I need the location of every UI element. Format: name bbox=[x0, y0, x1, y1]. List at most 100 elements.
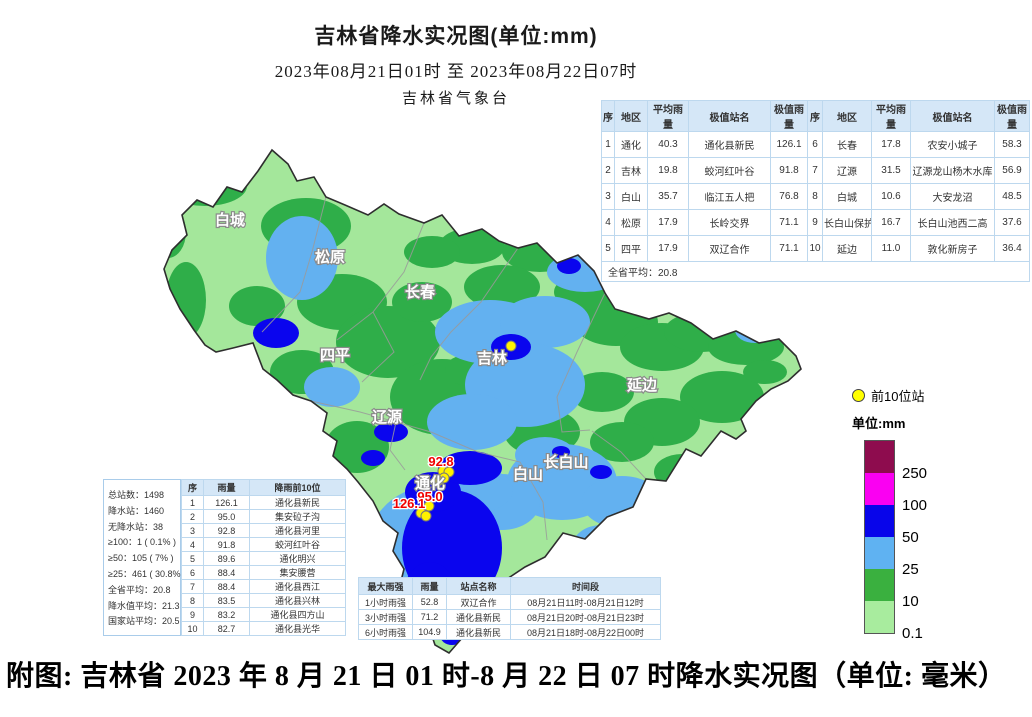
table-cell: 通化县新民 bbox=[446, 609, 511, 625]
table-cell: 白山 bbox=[614, 183, 648, 210]
table-cell: 71.1 bbox=[770, 209, 808, 236]
table-cell: 37.6 bbox=[994, 209, 1030, 236]
table-cell: 通化 bbox=[614, 131, 648, 158]
table-cell: 通化县新民 bbox=[249, 495, 346, 510]
table-cell: 17.8 bbox=[871, 131, 911, 158]
table-cell: 通化县四方山 bbox=[249, 607, 346, 622]
table-cell: 71.1 bbox=[770, 235, 808, 262]
stat-line: 全省平均：20.8 bbox=[108, 584, 171, 595]
table-cell: 11.0 bbox=[871, 235, 911, 262]
legend-threshold-label: 0.1 bbox=[902, 625, 923, 642]
table-cell: 89.6 bbox=[203, 551, 250, 566]
top10-station-dot bbox=[420, 510, 432, 522]
legend-color-swatch bbox=[865, 473, 894, 505]
station-stats-panel: 总站数：1498 降水站：1460 无降水站：38 ≥100：1 ( 0.1% ) ≥5… bbox=[103, 479, 186, 636]
precipitation-patches bbox=[164, 166, 787, 645]
map-label-jilin-city: 吉林 bbox=[477, 349, 508, 367]
table-cell: 36.4 bbox=[994, 235, 1030, 262]
table-cell: 5 bbox=[601, 235, 615, 262]
legend-segment: 0.1 bbox=[865, 601, 923, 642]
stat-line: ≥50：105 ( 7% ) bbox=[108, 553, 174, 564]
column-header: 序 bbox=[181, 479, 204, 496]
table-cell: 长白山保护区 bbox=[822, 209, 872, 236]
column-header: 站点名称 bbox=[446, 577, 511, 595]
table-cell: 35.7 bbox=[647, 183, 689, 210]
table-cell: 2 bbox=[601, 157, 615, 184]
table-cell: 通化县西江 bbox=[249, 579, 346, 594]
bottom-left-panel: 总站数：1498 降水站：1460 无降水站：38 ≥100：1 ( 0.1% ) ≥5… bbox=[103, 479, 346, 636]
table-row: 4 松原 17.9 长岭交界 71.1 9 长白山保护区 16.7 长白山池西二… bbox=[601, 209, 1030, 236]
legend-threshold-label: 50 bbox=[902, 529, 919, 546]
table-cell: 通化县光华 bbox=[249, 621, 346, 636]
table-cell: 88.4 bbox=[203, 565, 250, 580]
figure-caption: 附图: 吉林省 2023 年 8 月 21 日 01 时-8 月 22 日 07… bbox=[6, 661, 1007, 692]
map-label-yanbian: 延边 bbox=[626, 376, 658, 394]
table-cell: 敦化新房子 bbox=[910, 235, 995, 262]
max-intensity-table: 最大雨强 雨量 站点名称 时间段 1小时雨强 52.8 双辽合作 08月21日11时-… bbox=[358, 577, 661, 640]
precipitation-map: 白城 松原 长春 四平 吉林 辽源 延边 通化 白山 长白山 92.8 95.0… bbox=[163, 148, 802, 655]
table-cell: 91.8 bbox=[203, 537, 250, 552]
table-row: 9 83.2 通化县四方山 bbox=[181, 607, 346, 622]
table-header-row: 序地区 平均雨量 极值站名 极值雨量序地区 平均雨量 极值站名 极值雨量 bbox=[601, 100, 1030, 132]
inner-borders bbox=[261, 196, 647, 541]
map-label-baishan: 白山 bbox=[513, 465, 543, 483]
table-cell: 3小时雨强 bbox=[358, 609, 413, 625]
top10-station-dots bbox=[415, 340, 517, 522]
table-cell: 农安小城子 bbox=[910, 131, 995, 158]
table-cell: 56.9 bbox=[994, 157, 1030, 184]
table-row: 3 92.8 通化县河里 bbox=[181, 523, 346, 538]
column-header: 极值雨量 bbox=[770, 100, 808, 132]
table-cell: 91.8 bbox=[770, 157, 808, 184]
table-cell: 4 bbox=[181, 537, 204, 552]
column-header: 最大雨强 bbox=[358, 577, 413, 595]
column-header: 地区 bbox=[614, 100, 648, 132]
map-label-tonghua: 通化 bbox=[415, 474, 445, 492]
table-cell: 10 bbox=[807, 235, 823, 262]
legend-color-swatch bbox=[865, 441, 894, 473]
legend-segment: 25 bbox=[865, 537, 919, 578]
column-header: 序 bbox=[807, 100, 823, 132]
legend-color-swatch bbox=[865, 601, 894, 633]
table-cell: 17.9 bbox=[647, 209, 689, 236]
table-cell: 8 bbox=[807, 183, 823, 210]
table-cell: 四平 bbox=[614, 235, 648, 262]
table-cell: 长白山池西二高 bbox=[910, 209, 995, 236]
station-value-label: 92.8 bbox=[428, 454, 453, 469]
stat-line: ≥100：1 ( 0.1% ) bbox=[108, 537, 176, 548]
table-cell: 9 bbox=[807, 209, 823, 236]
legend-segment: 10 bbox=[865, 569, 919, 610]
legend-threshold-label: 10 bbox=[902, 593, 919, 610]
table-cell: 通化明兴 bbox=[249, 551, 346, 566]
agency-name: 吉林省气象台 bbox=[401, 91, 510, 107]
legend-color-scale: 250 100 50 25 10 bbox=[864, 440, 927, 642]
map-label-liaoyuan: 辽源 bbox=[372, 408, 402, 426]
legend-marker-row: 前10位站 bbox=[852, 386, 924, 405]
column-header: 极值站名 bbox=[910, 100, 995, 132]
table-cell: 辽源 bbox=[822, 157, 872, 184]
table-footer-row: 全省平均：20.8 bbox=[601, 261, 1030, 282]
column-header: 平均雨量 bbox=[647, 100, 689, 132]
region-extremes-table: 序地区 平均雨量 极值站名 极值雨量序地区 平均雨量 极值站名 极值雨量 1 通化 40.3… bbox=[601, 100, 1030, 282]
table-cell: 9 bbox=[181, 607, 204, 622]
table-row: 10 82.7 通化县光华 bbox=[181, 621, 346, 636]
top10-marker-icon bbox=[852, 389, 865, 402]
station-value-label: 95.0 bbox=[417, 489, 442, 504]
stat-line: 国家站平均：20.5 bbox=[108, 616, 180, 627]
table-cell: 19.8 bbox=[647, 157, 689, 184]
table-row: 2 吉林 19.8 蛟河红叶谷 91.8 7 辽源 31.5 辽源龙山杨木水库 … bbox=[601, 157, 1030, 184]
province-average: 全省平均：20.8 bbox=[601, 261, 1030, 282]
table-row: 2 95.0 集安砬子沟 bbox=[181, 509, 346, 524]
table-cell: 白城 bbox=[822, 183, 872, 210]
table-cell: 1小时雨强 bbox=[358, 594, 413, 610]
table-row: 3小时雨强 71.2 通化县新民 08月21日20时-08月21日23时 bbox=[358, 609, 661, 625]
table-cell: 2 bbox=[181, 509, 204, 524]
column-header: 极值站名 bbox=[688, 100, 771, 132]
column-header: 极值雨量 bbox=[994, 100, 1030, 132]
table-cell: 通化县兴林 bbox=[249, 593, 346, 608]
page-title: 吉林省降水实况图(单位:mm) bbox=[314, 25, 598, 48]
table-cell: 双辽合作 bbox=[446, 594, 511, 610]
stat-line: ≥25：461 ( 30.8% ) bbox=[108, 568, 186, 579]
table-cell: 71.2 bbox=[412, 609, 447, 625]
table-cell: 83.2 bbox=[203, 607, 250, 622]
